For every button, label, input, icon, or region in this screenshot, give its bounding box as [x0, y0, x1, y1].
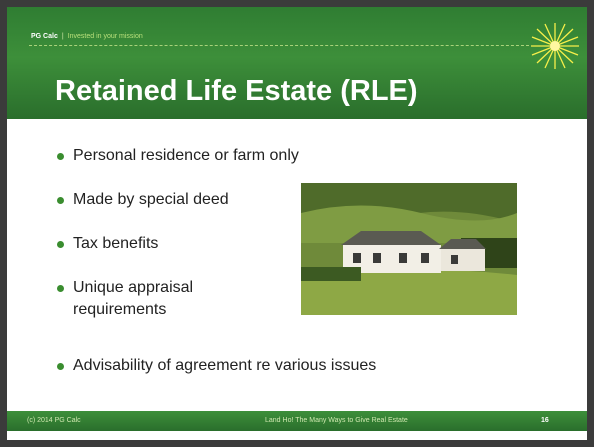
- slide-title: Retained Life Estate (RLE): [55, 75, 418, 107]
- bullet: Personal residence or farm only: [55, 145, 553, 167]
- dashed-rule: [29, 45, 529, 46]
- header: PG Calc | Invested in your mission Retaine…: [7, 7, 587, 119]
- brand-line: PG Calc | Invested in your mission: [31, 33, 143, 40]
- separator: |: [61, 33, 64, 40]
- bullet: Made by special deed: [55, 189, 553, 211]
- bullet: Unique appraisal requirements: [55, 277, 233, 321]
- tagline: Invested in your mission: [67, 33, 143, 40]
- footer: (c) 2014 PG Calc Land Ho! The Many Ways …: [7, 411, 587, 431]
- farmhouse-photo: [301, 183, 517, 315]
- slide: PG Calc | Invested in your mission Retaine…: [7, 7, 587, 440]
- footer-presentation: Land Ho! The Many Ways to Give Real Esta…: [265, 417, 408, 424]
- sun-logo: [531, 23, 579, 69]
- footer-copyright: (c) 2014 PG Calc: [27, 417, 81, 424]
- brand: PG Calc: [31, 33, 58, 40]
- bullet: Advisability of agreement re various iss…: [55, 355, 553, 377]
- bullet: Tax benefits: [55, 233, 553, 255]
- page-number: 16: [541, 417, 549, 424]
